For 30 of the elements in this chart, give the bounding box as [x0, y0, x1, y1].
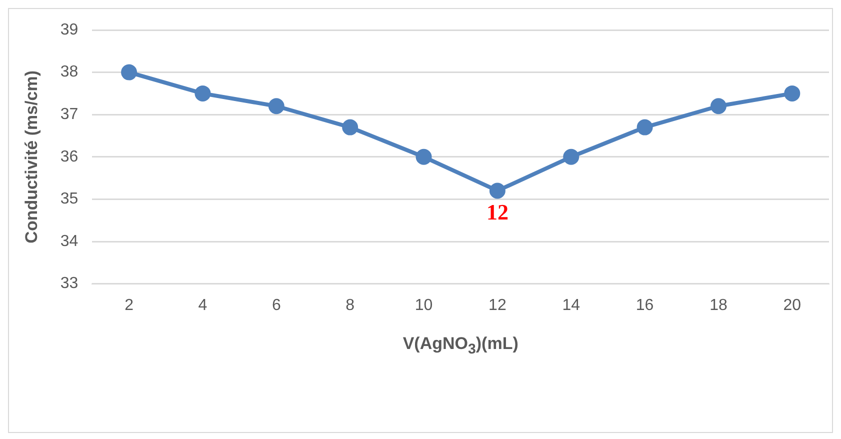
x-tick-label: 20 — [783, 296, 802, 314]
point — [489, 182, 506, 199]
x-tick-label: 6 — [272, 296, 281, 314]
x-axis-title: V(AgNO$_{3}$)(mL) — [402, 334, 518, 358]
x-tick-label: 2 — [124, 296, 134, 314]
x-tick-label: 16 — [636, 296, 654, 314]
point — [784, 85, 800, 102]
y-tick-label: 39 — [60, 21, 78, 38]
point — [342, 119, 358, 136]
point — [194, 85, 211, 102]
annotation: 12 — [486, 199, 508, 224]
y-tick-label: 38 — [60, 64, 78, 81]
point — [563, 148, 580, 165]
x-tick-label: 8 — [346, 296, 355, 314]
y-tick-label: 35 — [60, 190, 78, 208]
y-axis-title: Conductivité (ms/cm) — [22, 70, 41, 244]
point — [268, 98, 284, 114]
point — [121, 64, 138, 80]
x-tick-label: 14 — [562, 296, 580, 314]
y-tick-label: 37 — [60, 106, 78, 124]
x-tick-label: 12 — [488, 296, 506, 314]
point — [710, 98, 726, 114]
y-tick-label: 33 — [60, 275, 78, 292]
y-tick-label: 34 — [60, 232, 78, 250]
y-tick-label: 36 — [60, 148, 78, 166]
x-tick-label: 4 — [198, 296, 208, 314]
point — [416, 148, 432, 165]
x-tick-label: 18 — [710, 296, 728, 314]
x-tick-label: 10 — [414, 296, 433, 314]
point — [636, 119, 653, 136]
